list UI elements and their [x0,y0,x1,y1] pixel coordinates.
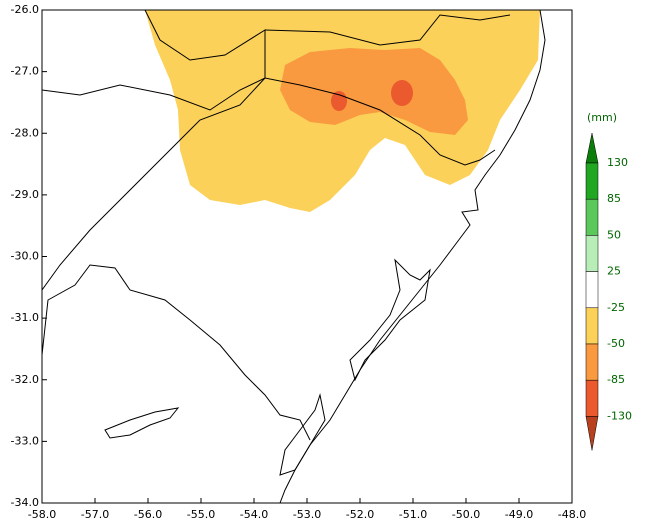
colorbar-label: -25 [607,301,625,314]
colorbar-arrow [585,416,599,451]
y-tick-label: -33.0 [11,434,39,447]
colorbar-box [585,198,599,236]
y-tick-label: -30.0 [11,250,39,263]
x-tick-label: -53.0 [293,508,321,521]
map-area [42,10,546,503]
anomaly-red [331,91,347,111]
lake [104,407,180,439]
x-tick-label: -49.0 [505,508,533,521]
lagoon [279,393,326,476]
coastline [279,10,546,503]
x-tick-label: -57.0 [81,508,109,521]
x-tick-label: -50.0 [452,508,480,521]
state-border [42,77,496,166]
x-tick-label: -54.0 [240,508,268,521]
boundaries [42,10,546,503]
x-tick-label: -52.0 [346,508,374,521]
state-border [264,14,511,46]
country-border [42,264,311,441]
y-tick-label: -26.0 [11,3,39,16]
x-tick-label: -56.0 [134,508,162,521]
anomaly-red [391,80,413,106]
x-tick-label: -55.0 [187,508,215,521]
y-tick-label: -31.0 [11,311,39,324]
y-tick-label: -32.0 [11,373,39,386]
colorbar-box [585,379,599,417]
x-tick-label: -58.0 [28,508,56,521]
y-tick-label: -34.0 [11,496,39,509]
colorbar-box [585,235,599,272]
x-tick-label: -51.0 [399,508,427,521]
colorbar-label: -85 [607,373,625,386]
colorbar-box [585,307,599,345]
colorbar-label: -130 [607,409,632,422]
colorbar-label: 85 [607,192,621,205]
colorbar-arrow [585,132,599,164]
colorbar-box [585,271,599,309]
y-tick-label: -29.0 [11,188,39,201]
colorbar-label: 130 [607,156,628,169]
colorbar-box [585,162,599,200]
x-tick-label: -48.0 [558,508,586,521]
anomaly-orange [280,48,468,135]
y-tick-label: -27.0 [11,65,39,78]
country-border [42,77,266,291]
colorbar-label: -50 [607,337,625,350]
lagoon [349,258,431,382]
colorbar-label: 50 [607,228,621,241]
colorbar-label: 25 [607,265,621,278]
colorbar-unit: (mm) [587,111,617,124]
colorbar-box [585,343,599,381]
state-border [144,10,266,78]
y-tick-label: -28.0 [11,126,39,139]
